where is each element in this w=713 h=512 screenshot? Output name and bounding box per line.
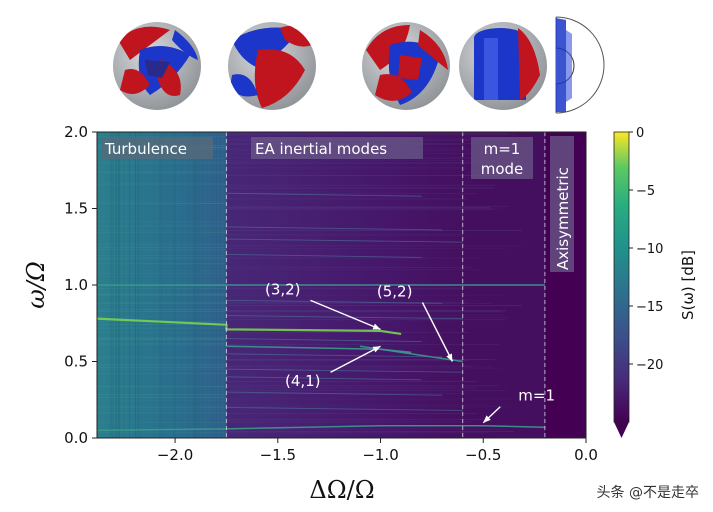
annotation-arrow-head	[483, 415, 491, 423]
annotation-label: (4,1)	[285, 372, 321, 390]
annotation-label: (5,2)	[377, 283, 413, 301]
annotation-arrow-head	[372, 346, 381, 353]
annotation-4-1: (4,1)	[285, 345, 381, 390]
colorbar-label: S(ω) [dB]	[679, 250, 697, 320]
colorbar-tick-label: −10	[636, 242, 663, 257]
spectrogram	[97, 132, 586, 438]
colorbar-gradient	[614, 132, 629, 422]
colorbar-tick-label: −20	[636, 358, 663, 373]
thumbnail-turbulence	[113, 22, 201, 110]
colorbar-extend-min	[614, 422, 629, 438]
x-tick-label: 0.0	[574, 446, 598, 464]
region-label-turbulence: Turbulence	[104, 140, 187, 158]
annotation-label: m=1	[518, 387, 555, 405]
thumbnail-axisymmetric	[555, 16, 605, 114]
label-ea: EA inertial modes	[251, 137, 423, 159]
x-axis-ticks: −2.0 −1.5 −1.0 −0.5 0.0	[157, 438, 598, 464]
colorbar-tick-label: −15	[636, 300, 663, 315]
thumbnail-m1-mode	[459, 22, 547, 110]
y-axis-ticks: 0.0 0.5 1.0 1.5 2.0	[64, 123, 97, 447]
annotation-arrow-shaft	[330, 345, 381, 373]
x-tick-label: −1.5	[260, 446, 296, 464]
annotation-m-1: m=1	[482, 387, 555, 424]
ea-mode-branch	[226, 391, 443, 396]
thumbnail-ea-mode-2	[362, 22, 450, 110]
ea-mode-branch	[226, 238, 463, 243]
ea-mode-branch	[226, 406, 463, 411]
ea-mode-branch	[226, 299, 443, 304]
label-turbulence: Turbulence	[101, 137, 213, 159]
ea-mode-branch	[226, 368, 463, 373]
y-tick-label: 2.0	[64, 123, 88, 141]
ea-mode-branch	[226, 376, 422, 381]
region-label-m1-line1: m=1	[484, 140, 521, 158]
x-axis-label: ΔΩ/Ω	[309, 476, 374, 504]
colorbar-ticks: 0 −5 −10 −15 −20	[629, 126, 663, 373]
y-tick-label: 1.0	[64, 276, 88, 294]
ea-mode-branch	[226, 338, 422, 343]
colorbar-tick-label: 0	[636, 126, 644, 141]
region-label-m1-line2: mode	[481, 160, 524, 178]
y-tick-label: 1.5	[64, 200, 88, 218]
annotation-label: (3,2)	[265, 280, 301, 298]
y-tick-label: 0.5	[64, 353, 88, 371]
y-tick-label: 0.0	[64, 429, 88, 447]
colorbar-tick-label: −5	[636, 184, 655, 199]
thumbnail-ea-mode-1	[228, 22, 316, 110]
label-m1: m=1 mode	[471, 137, 533, 179]
ea-mode-branch	[226, 226, 443, 231]
watermark: 头条 @不是走卒	[596, 485, 699, 501]
ea-mode-branch	[226, 353, 443, 358]
mode-line-m-1	[97, 425, 545, 432]
annotation-3-2: (3,2)	[265, 280, 381, 331]
annotation-arrow-head	[372, 323, 381, 330]
x-tick-label: −1.0	[362, 446, 398, 464]
annotation-5-2: (5,2)	[377, 283, 454, 362]
annotation-arrow-head	[446, 353, 453, 362]
region-boundaries	[225, 132, 546, 438]
region-label-axisymmetric: Axisymmetric	[554, 167, 572, 270]
annotation-arrow-shaft	[310, 299, 381, 331]
annotation-arrow-shaft	[421, 302, 454, 362]
x-tick-label: −0.5	[465, 446, 501, 464]
label-axisymmetric: Axisymmetric	[550, 136, 574, 272]
mode-lines	[97, 192, 545, 432]
ea-mode-branch	[226, 315, 463, 320]
colorbar: 0 −5 −10 −15 −20 S(ω) [dB]	[613, 126, 697, 438]
y-axis-label: ω/Ω	[22, 261, 50, 309]
ea-mode-branch	[226, 253, 422, 258]
region-label-ea: EA inertial modes	[255, 140, 387, 158]
x-tick-label: −2.0	[157, 446, 193, 464]
ea-mode-branch	[226, 192, 422, 197]
annotations: (3,2) (4,1) (5,2) m=1	[265, 280, 555, 424]
